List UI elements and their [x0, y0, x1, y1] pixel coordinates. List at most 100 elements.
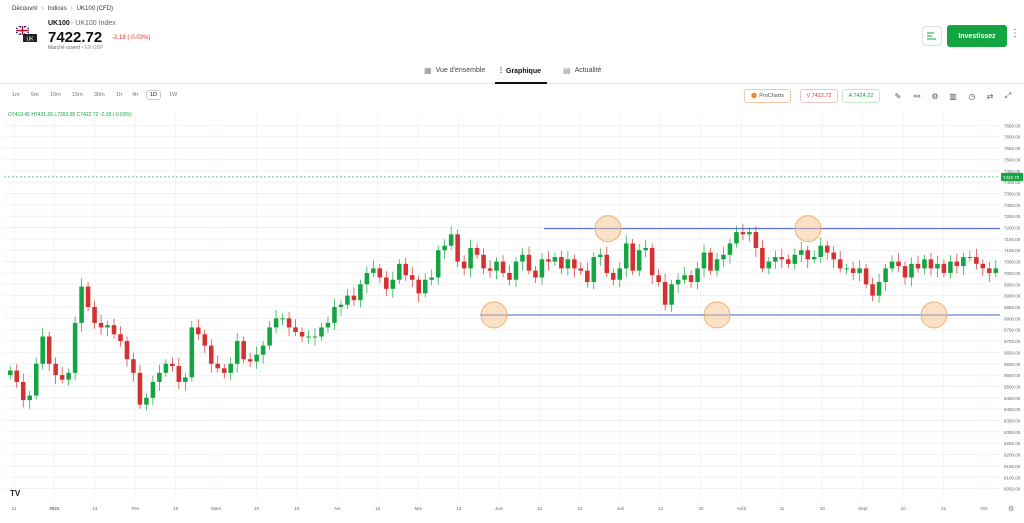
prochart-button[interactable]: ⬤ ProCharts — [744, 89, 791, 103]
candle — [377, 268, 383, 278]
candle — [455, 234, 460, 262]
candle — [20, 381, 26, 401]
candle — [429, 277, 434, 280]
candle — [572, 259, 577, 269]
list-icon — [927, 32, 936, 40]
chart-settings-icon: ⚙ — [1008, 505, 1014, 513]
candle — [824, 245, 830, 253]
y-tick-label: 6700.00 — [1004, 339, 1021, 344]
fullscreen-icon[interactable]: ⤢ — [1004, 91, 1012, 100]
watchlist-button[interactable] — [922, 26, 942, 46]
candle — [857, 268, 862, 273]
chart-area[interactable]: 7650.00 7600.00 7550.00 7500.00 7450.00 7400.… — [0, 108, 1024, 518]
x-tick-label: 21 — [11, 506, 17, 511]
x-tick-label: Mai — [415, 506, 422, 511]
x-tick-label: Juin — [495, 506, 504, 511]
candle — [909, 263, 914, 278]
candle — [565, 259, 571, 269]
settings-icon[interactable]: ⚙ — [931, 91, 939, 101]
flag-label: UK — [27, 36, 35, 42]
tab-label: Vue d'ensemble — [435, 67, 486, 74]
tab-chart[interactable]: ⫶ Graphique — [500, 66, 541, 76]
invest-button[interactable]: Investissez — [947, 25, 1007, 47]
candle — [987, 268, 992, 273]
y-tick-label: 7050.00 — [1004, 260, 1021, 265]
candle — [79, 286, 84, 323]
candlestick-chart[interactable]: 7650.00 7600.00 7550.00 7500.00 7450.00 7400.… — [0, 108, 1024, 518]
x-tick-label: 13 — [92, 506, 98, 511]
candle — [215, 363, 221, 369]
candle — [513, 261, 519, 280]
timeframe-15m[interactable]: 15m — [72, 92, 83, 98]
candle — [27, 395, 32, 401]
y-tick-label: 6500.00 — [1004, 384, 1021, 389]
uk-flag-icon: UK — [15, 25, 37, 42]
x-tick-label: Avr — [334, 506, 341, 511]
timeframe-1m[interactable]: 1m — [12, 92, 20, 98]
timeframe-10m[interactable]: 10m — [50, 92, 61, 98]
candle — [734, 232, 739, 244]
candle — [267, 327, 272, 346]
timeframe-30m[interactable]: 30m — [94, 92, 105, 98]
timeframe-1w[interactable]: 1W — [169, 92, 178, 98]
y-tick-label: 6100.00 — [1004, 475, 1021, 480]
candle — [325, 322, 331, 328]
candle — [546, 259, 551, 262]
candle — [766, 261, 772, 269]
instrument-name-text: UK100 Index — [75, 20, 116, 27]
candle — [234, 341, 240, 364]
more-options-icon[interactable]: ⋮ — [1010, 28, 1020, 39]
current-price-tag — [1001, 172, 1023, 181]
x-tick-label: 15 — [173, 506, 179, 511]
clock-icon[interactable]: ◷ — [968, 91, 976, 101]
candle — [260, 345, 266, 355]
candle — [118, 334, 123, 342]
breadcrumb-item[interactable]: Découvrir — [12, 6, 38, 12]
candle — [662, 282, 668, 305]
timeframe-5m[interactable]: 5m — [31, 92, 39, 98]
share-icon[interactable]: ⇄ — [986, 91, 994, 101]
y-tick-label: 6400.00 — [1004, 407, 1021, 412]
candle — [293, 327, 298, 332]
candle — [468, 247, 473, 269]
y-tick-label: 6200.00 — [1004, 453, 1021, 458]
candle — [649, 247, 655, 276]
chart-type-icon[interactable]: ▥ — [949, 91, 957, 101]
y-tick-label: 6150.00 — [1004, 464, 1021, 469]
x-tick-label: 16 — [375, 506, 381, 511]
candle — [351, 295, 357, 301]
timeframe-1d[interactable]: 1D — [146, 90, 162, 100]
candle — [345, 295, 350, 305]
candle — [306, 336, 311, 338]
candle — [617, 268, 623, 280]
buy-button[interactable]: A 7424.22 — [842, 89, 880, 103]
candle — [196, 327, 201, 335]
sell-button[interactable]: V 7422.72 — [800, 89, 838, 103]
tab-overview[interactable]: ▦ Vue d'ensemble — [424, 66, 485, 75]
candle — [883, 268, 888, 283]
breadcrumb-item[interactable]: Indices — [47, 6, 67, 12]
candle — [202, 334, 208, 346]
candle — [578, 268, 584, 271]
y-tick-label: 6650.00 — [1004, 350, 1021, 355]
candle — [384, 277, 389, 289]
candle — [247, 359, 253, 362]
draw-icon[interactable]: ✎ — [894, 91, 902, 101]
candle — [481, 254, 486, 269]
candle — [254, 354, 259, 362]
candle — [941, 263, 947, 273]
candle — [643, 247, 648, 251]
timeframe-4h[interactable]: 4h — [132, 92, 139, 98]
tab-news[interactable]: ▤ Actualité — [563, 66, 601, 75]
candle — [721, 254, 726, 260]
candle — [435, 250, 441, 278]
candle — [390, 279, 396, 289]
x-tick-label: 21 — [577, 506, 583, 511]
x-tick-label: 21 — [941, 506, 947, 511]
indicators-icon[interactable]: ⚯ — [913, 91, 921, 101]
candle — [422, 279, 428, 294]
candle — [935, 263, 940, 269]
y-tick-label: 7250.00 — [1004, 214, 1021, 219]
candle — [948, 261, 953, 273]
timeframe-1h[interactable]: 1h — [116, 92, 123, 98]
